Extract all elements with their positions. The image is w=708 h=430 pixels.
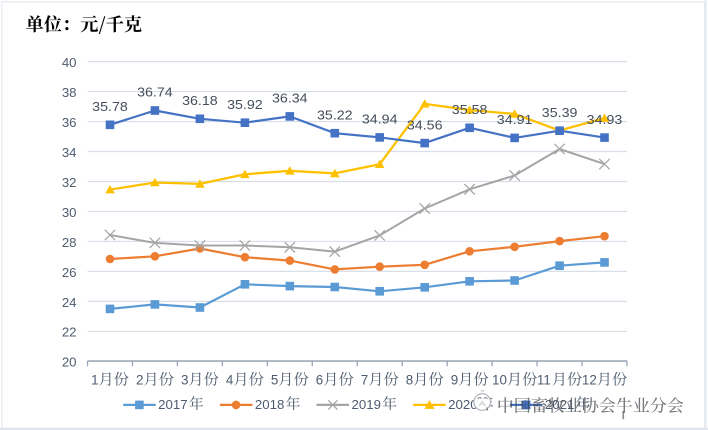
- svg-text:22: 22: [62, 325, 77, 340]
- svg-text:36.74: 36.74: [137, 86, 173, 100]
- svg-text:35.22: 35.22: [317, 108, 353, 122]
- svg-text:34: 34: [62, 145, 77, 160]
- svg-text:36: 36: [62, 115, 77, 130]
- svg-text:35.78: 35.78: [92, 100, 128, 114]
- svg-text:8: 8: [406, 373, 413, 388]
- svg-text:9: 9: [451, 373, 458, 388]
- svg-text:11: 11: [537, 373, 551, 388]
- svg-text:34.91: 34.91: [497, 113, 533, 127]
- svg-text:20: 20: [62, 355, 77, 370]
- svg-text:2017: 2017: [158, 397, 188, 412]
- svg-text:2019: 2019: [352, 397, 382, 412]
- svg-text:36.34: 36.34: [272, 92, 308, 106]
- svg-text:2018: 2018: [255, 397, 285, 412]
- svg-text:38: 38: [62, 85, 77, 100]
- svg-text:24: 24: [62, 295, 77, 310]
- svg-text:34.94: 34.94: [362, 113, 398, 127]
- svg-text:40: 40: [62, 55, 77, 70]
- svg-text:4: 4: [226, 373, 234, 388]
- svg-text:3: 3: [181, 373, 188, 388]
- svg-text:32: 32: [62, 175, 77, 190]
- svg-text:10: 10: [492, 373, 507, 388]
- svg-text:35.58: 35.58: [452, 103, 488, 117]
- svg-text:36.18: 36.18: [182, 94, 218, 108]
- svg-text:1: 1: [91, 373, 98, 388]
- svg-text:5: 5: [271, 373, 278, 388]
- svg-text:2020: 2020: [448, 397, 478, 412]
- svg-text:6: 6: [316, 373, 323, 388]
- svg-text:26: 26: [62, 265, 77, 280]
- svg-text:34.93: 34.93: [587, 113, 623, 127]
- svg-text:35.39: 35.39: [542, 106, 578, 120]
- svg-text:7: 7: [361, 373, 368, 388]
- svg-text:28: 28: [62, 235, 77, 250]
- svg-text:35.92: 35.92: [227, 98, 263, 112]
- svg-text:2: 2: [136, 373, 143, 388]
- svg-text:30: 30: [62, 205, 77, 220]
- svg-text:12: 12: [582, 373, 597, 388]
- svg-text:34.56: 34.56: [407, 118, 443, 132]
